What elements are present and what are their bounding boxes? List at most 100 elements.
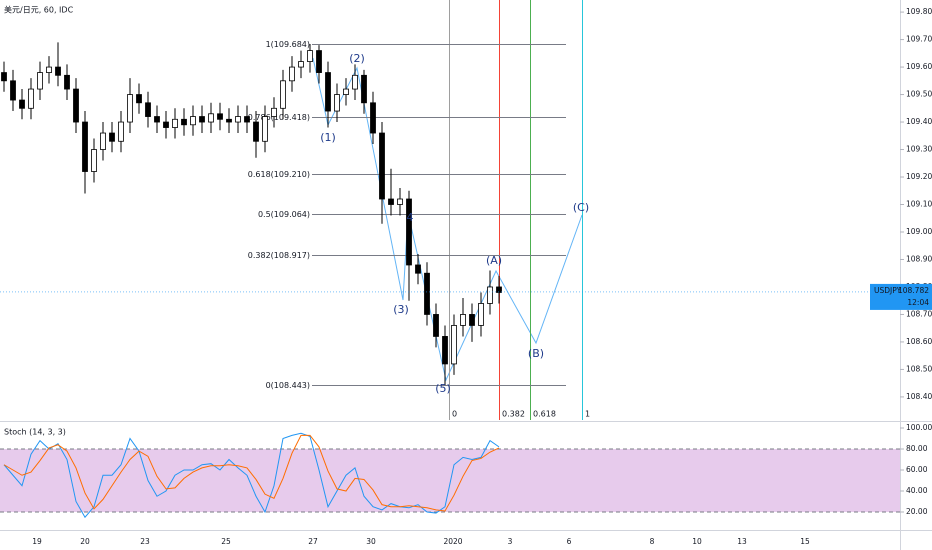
candle-body bbox=[334, 94, 340, 112]
candle-body bbox=[190, 116, 196, 126]
candle-body bbox=[361, 74, 367, 104]
x-tick-label: 15 bbox=[800, 537, 810, 546]
y-tick-label: 109.500 bbox=[906, 90, 932, 99]
candle-body bbox=[370, 102, 376, 134]
candle-body bbox=[271, 107, 277, 117]
x-tick-label: 13 bbox=[737, 537, 747, 546]
y-tick-label: 109.100 bbox=[906, 200, 932, 209]
y-tick-label: 108.600 bbox=[906, 337, 932, 346]
fib-label: 0.382(108.917) bbox=[248, 251, 310, 260]
last-price-symbol: USDJPY bbox=[874, 286, 902, 295]
candle-body bbox=[451, 325, 457, 365]
candle-body bbox=[118, 121, 124, 142]
x-tick-label: 2020 bbox=[443, 537, 462, 546]
y-tick-label: 109.700 bbox=[906, 35, 932, 44]
x-tick-label: 27 bbox=[308, 537, 318, 546]
candle-body bbox=[235, 116, 241, 123]
indicator-title: Stoch (14, 3, 3) bbox=[4, 428, 66, 437]
candle-body bbox=[37, 72, 43, 90]
candle-body bbox=[289, 66, 295, 82]
candle-body bbox=[415, 264, 421, 274]
y-tick-label: 20.00 bbox=[906, 507, 928, 516]
last-price-value: 108.782 bbox=[898, 286, 929, 295]
candle-body bbox=[244, 116, 250, 123]
candle-body bbox=[172, 118, 178, 128]
y-tick-label: 109.400 bbox=[906, 117, 932, 126]
stoch-line bbox=[3, 434, 500, 512]
candle-body bbox=[406, 198, 412, 266]
candle-body bbox=[478, 303, 484, 326]
candle-body bbox=[28, 88, 34, 109]
candle-body bbox=[460, 314, 466, 326]
x-tick-label: 25 bbox=[221, 537, 231, 546]
candle-body bbox=[19, 99, 25, 109]
candle-body bbox=[154, 116, 160, 123]
candle-body bbox=[307, 50, 313, 62]
time-zone-label: 0.618 bbox=[533, 410, 556, 419]
y-tick-label: 108.500 bbox=[906, 364, 932, 373]
last-price-box bbox=[870, 283, 932, 310]
candle-body bbox=[10, 80, 16, 101]
fib-label: 0(108.443) bbox=[266, 381, 310, 390]
candle-body bbox=[127, 94, 133, 123]
x-tick-label: 20 bbox=[80, 537, 90, 546]
time-zone-label: 0.382 bbox=[502, 410, 525, 419]
candle-body bbox=[298, 61, 304, 68]
wave-label: (A) bbox=[486, 254, 502, 267]
y-tick-label: 109.600 bbox=[906, 62, 932, 71]
candle-body bbox=[217, 113, 223, 120]
time-zone-label: 1 bbox=[585, 410, 590, 419]
candle-body bbox=[82, 121, 88, 172]
x-tick-label: 6 bbox=[567, 537, 572, 546]
x-tick-label: 19 bbox=[32, 537, 42, 546]
wave-label: (3) bbox=[393, 303, 409, 316]
candle-body bbox=[199, 116, 205, 123]
candle-body bbox=[469, 314, 475, 326]
y-tick-label: 108.700 bbox=[906, 309, 932, 318]
candle-body bbox=[343, 88, 349, 95]
candle-body bbox=[226, 118, 232, 123]
candle-body bbox=[208, 113, 214, 123]
y-tick-label: 80.00 bbox=[906, 444, 928, 453]
candle-body bbox=[262, 116, 268, 142]
candle-body bbox=[325, 72, 331, 112]
y-tick-label: 109.000 bbox=[906, 227, 932, 236]
y-tick-label: 40.00 bbox=[906, 486, 928, 495]
candle-body bbox=[91, 149, 97, 172]
candle-body bbox=[442, 336, 448, 365]
y-tick-label: 109.800 bbox=[906, 7, 932, 16]
candle-body bbox=[496, 286, 502, 293]
wave-label: (2) bbox=[349, 52, 365, 65]
countdown: 12:04 bbox=[907, 298, 929, 307]
x-tick-label: 23 bbox=[140, 537, 150, 546]
y-tick-label: 108.900 bbox=[906, 254, 932, 263]
wave-label: (C) bbox=[573, 201, 589, 214]
candle-body bbox=[64, 74, 70, 90]
fib-label: 1(109.684) bbox=[266, 40, 310, 49]
time-zone-label: 0 bbox=[452, 410, 457, 419]
fib-label: 0.618(109.210) bbox=[248, 170, 310, 179]
x-tick-label: 8 bbox=[650, 537, 655, 546]
wave-label: (5) bbox=[435, 382, 451, 395]
candle-body bbox=[109, 132, 115, 142]
candle-body bbox=[163, 121, 169, 128]
fib-label: 0.786(109.418) bbox=[248, 113, 310, 122]
wave-label: 4 bbox=[407, 211, 414, 224]
candle-body bbox=[136, 94, 142, 104]
y-tick-label: 108.400 bbox=[906, 392, 932, 401]
wave-label: (B) bbox=[528, 347, 544, 360]
candle-body bbox=[100, 132, 106, 150]
candle-body bbox=[55, 66, 61, 76]
candle-body bbox=[145, 102, 151, 117]
stoch-line bbox=[3, 432, 500, 519]
fib-label: 0.5(109.064) bbox=[258, 210, 310, 219]
candle-body bbox=[46, 66, 52, 73]
candle-body bbox=[424, 272, 430, 315]
y-tick-label: 100.00 bbox=[906, 423, 932, 432]
y-tick-label: 109.200 bbox=[906, 172, 932, 181]
y-tick-label: 60.00 bbox=[906, 465, 928, 474]
candle-body bbox=[379, 132, 385, 200]
x-tick-label: 30 bbox=[366, 537, 376, 546]
